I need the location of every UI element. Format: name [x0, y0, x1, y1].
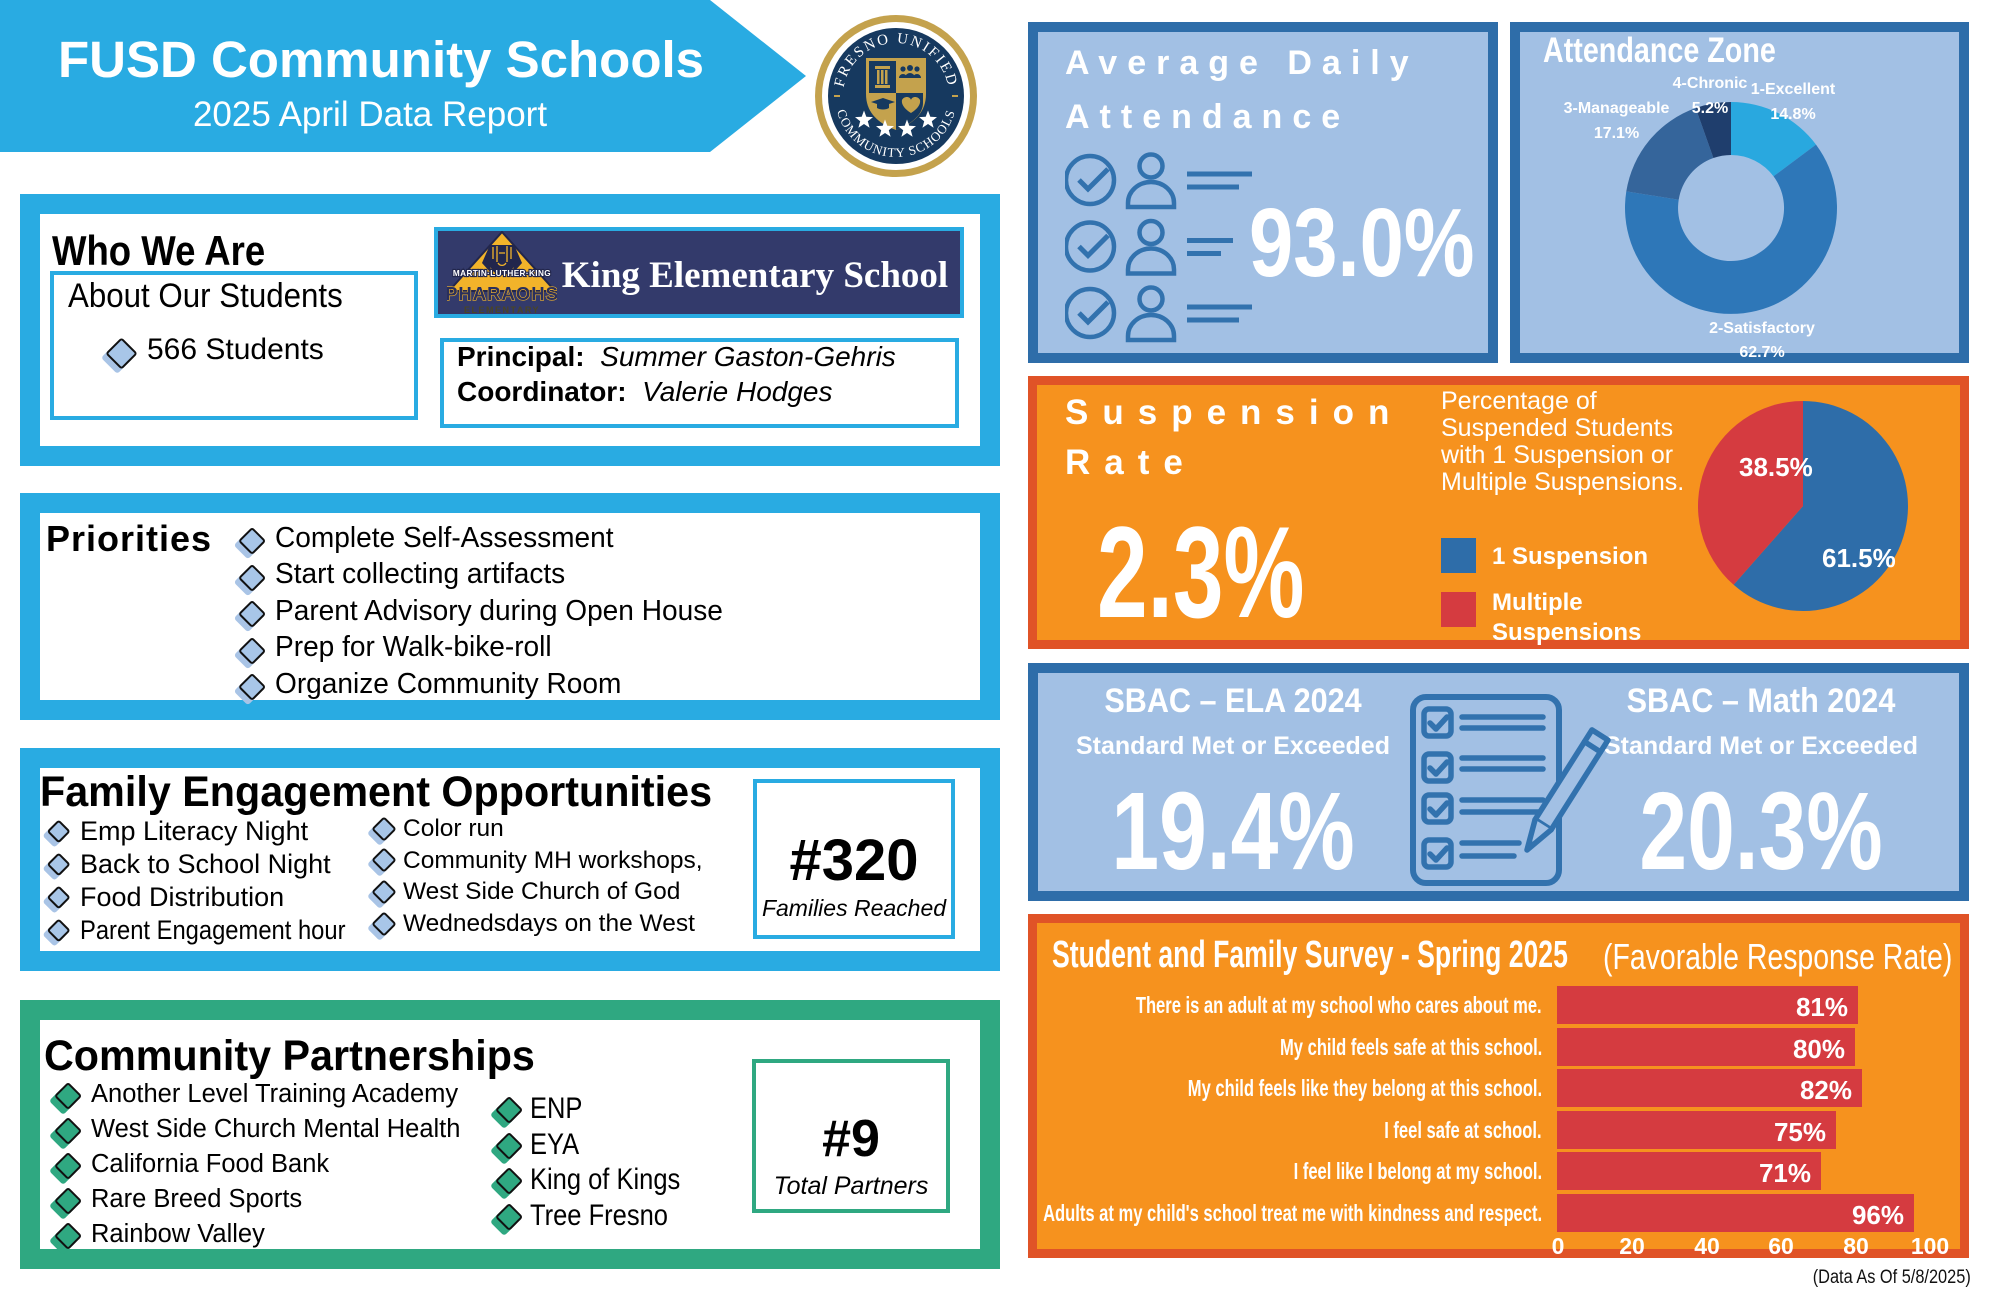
svg-text:MARTIN·LUTHER·KING: MARTIN·LUTHER·KING — [453, 269, 551, 278]
svg-text:PHARAOHS: PHARAOHS — [447, 283, 557, 304]
svg-text:ELEMENTARY: ELEMENTARY — [464, 305, 540, 315]
